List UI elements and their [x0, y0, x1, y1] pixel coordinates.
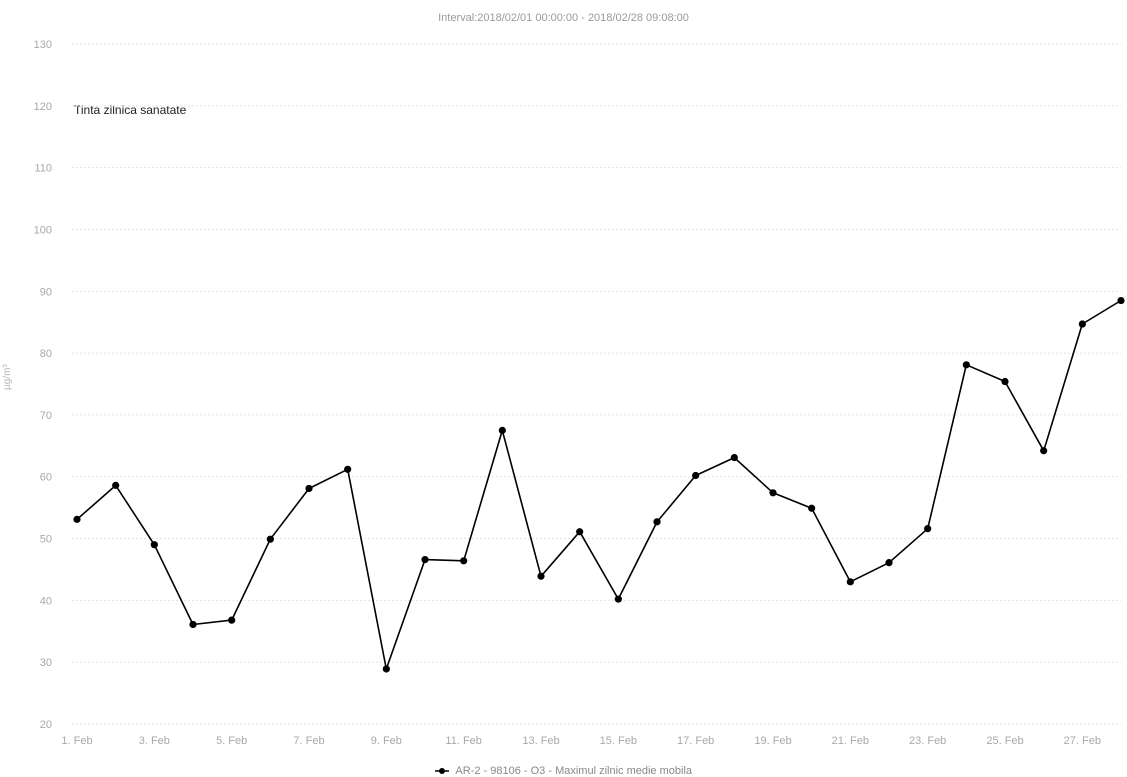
series-group — [73, 296, 1125, 673]
x-tick-label: 9. Feb — [371, 735, 402, 747]
y-tick-labels: 20 30 40 50 60 70 80 90 100 110 120 130 — [34, 39, 52, 731]
y-tick-label: 120 — [34, 101, 52, 113]
x-tick-label: 21. Feb — [832, 735, 869, 747]
data-point — [730, 453, 738, 462]
series-line — [76, 299, 1122, 670]
y-tick-label: 70 — [40, 410, 52, 422]
x-tick-label: 11. Feb — [445, 735, 482, 747]
legend-label: AR-2 - 98106 - O3 - Maximul zilnic medie… — [455, 765, 693, 777]
x-tick-label: 17. Feb — [677, 735, 714, 747]
data-point — [924, 525, 932, 533]
data-point — [189, 620, 197, 629]
y-tick-label: 50 — [40, 534, 52, 546]
data-point — [846, 578, 854, 586]
y-tick-label: 130 — [34, 39, 52, 51]
chart-subtitle: Interval:2018/02/01 00:00:00 - 2018/02/2… — [438, 12, 689, 24]
x-tick-label: 23. Feb — [909, 735, 946, 747]
x-tick-label: 1. Feb — [61, 735, 92, 747]
data-point — [266, 535, 274, 543]
gridlines — [72, 43, 1121, 725]
x-tick-label: 7. Feb — [293, 735, 324, 747]
y-tick-label: 80 — [40, 348, 52, 360]
x-tick-label: 13. Feb — [522, 735, 559, 747]
data-point — [1001, 377, 1009, 386]
data-point — [228, 616, 236, 624]
legend-marker-icon — [434, 768, 449, 775]
y-tick-label: 20 — [40, 719, 52, 731]
data-point — [769, 489, 777, 497]
data-point — [344, 465, 352, 473]
data-point — [885, 559, 893, 567]
data-point — [962, 361, 970, 369]
data-point — [150, 541, 158, 549]
x-tick-label: 5. Feb — [216, 735, 247, 747]
data-point — [112, 481, 120, 489]
data-point — [421, 555, 429, 564]
data-point — [808, 504, 816, 512]
x-tick-label: 15. Feb — [600, 735, 637, 747]
y-tick-label: 100 — [34, 224, 52, 236]
y-tick-label: 110 — [34, 163, 52, 175]
data-point — [692, 471, 700, 480]
legend[interactable]: AR-2 - 98106 - O3 - Maximul zilnic medie… — [0, 765, 1127, 777]
x-tick-label: 25. Feb — [986, 735, 1023, 747]
data-point — [305, 484, 313, 493]
data-point — [382, 665, 390, 673]
target-line-label: Tinta zilnica sanatate — [74, 103, 187, 117]
data-point — [537, 572, 545, 580]
data-point — [73, 515, 81, 523]
x-tick-label: 19. Feb — [754, 735, 791, 747]
x-tick-label: 27. Feb — [1064, 735, 1101, 747]
data-point — [498, 426, 506, 434]
data-point — [1117, 296, 1125, 305]
y-tick-label: 90 — [40, 286, 52, 298]
y-tick-label: 40 — [40, 595, 52, 607]
data-point — [576, 528, 584, 536]
y-tick-label: 60 — [40, 472, 52, 484]
data-point — [460, 557, 468, 565]
data-point — [653, 518, 661, 526]
x-tick-label: 3. Feb — [139, 735, 170, 747]
data-point — [1078, 320, 1086, 328]
data-point — [1040, 447, 1048, 455]
x-tick-labels: 1. Feb 3. Feb 5. Feb 7. Feb 9. Feb 11. Feb 13.… — [61, 735, 1101, 747]
y-tick-label: 30 — [40, 657, 52, 669]
data-point — [614, 595, 622, 603]
